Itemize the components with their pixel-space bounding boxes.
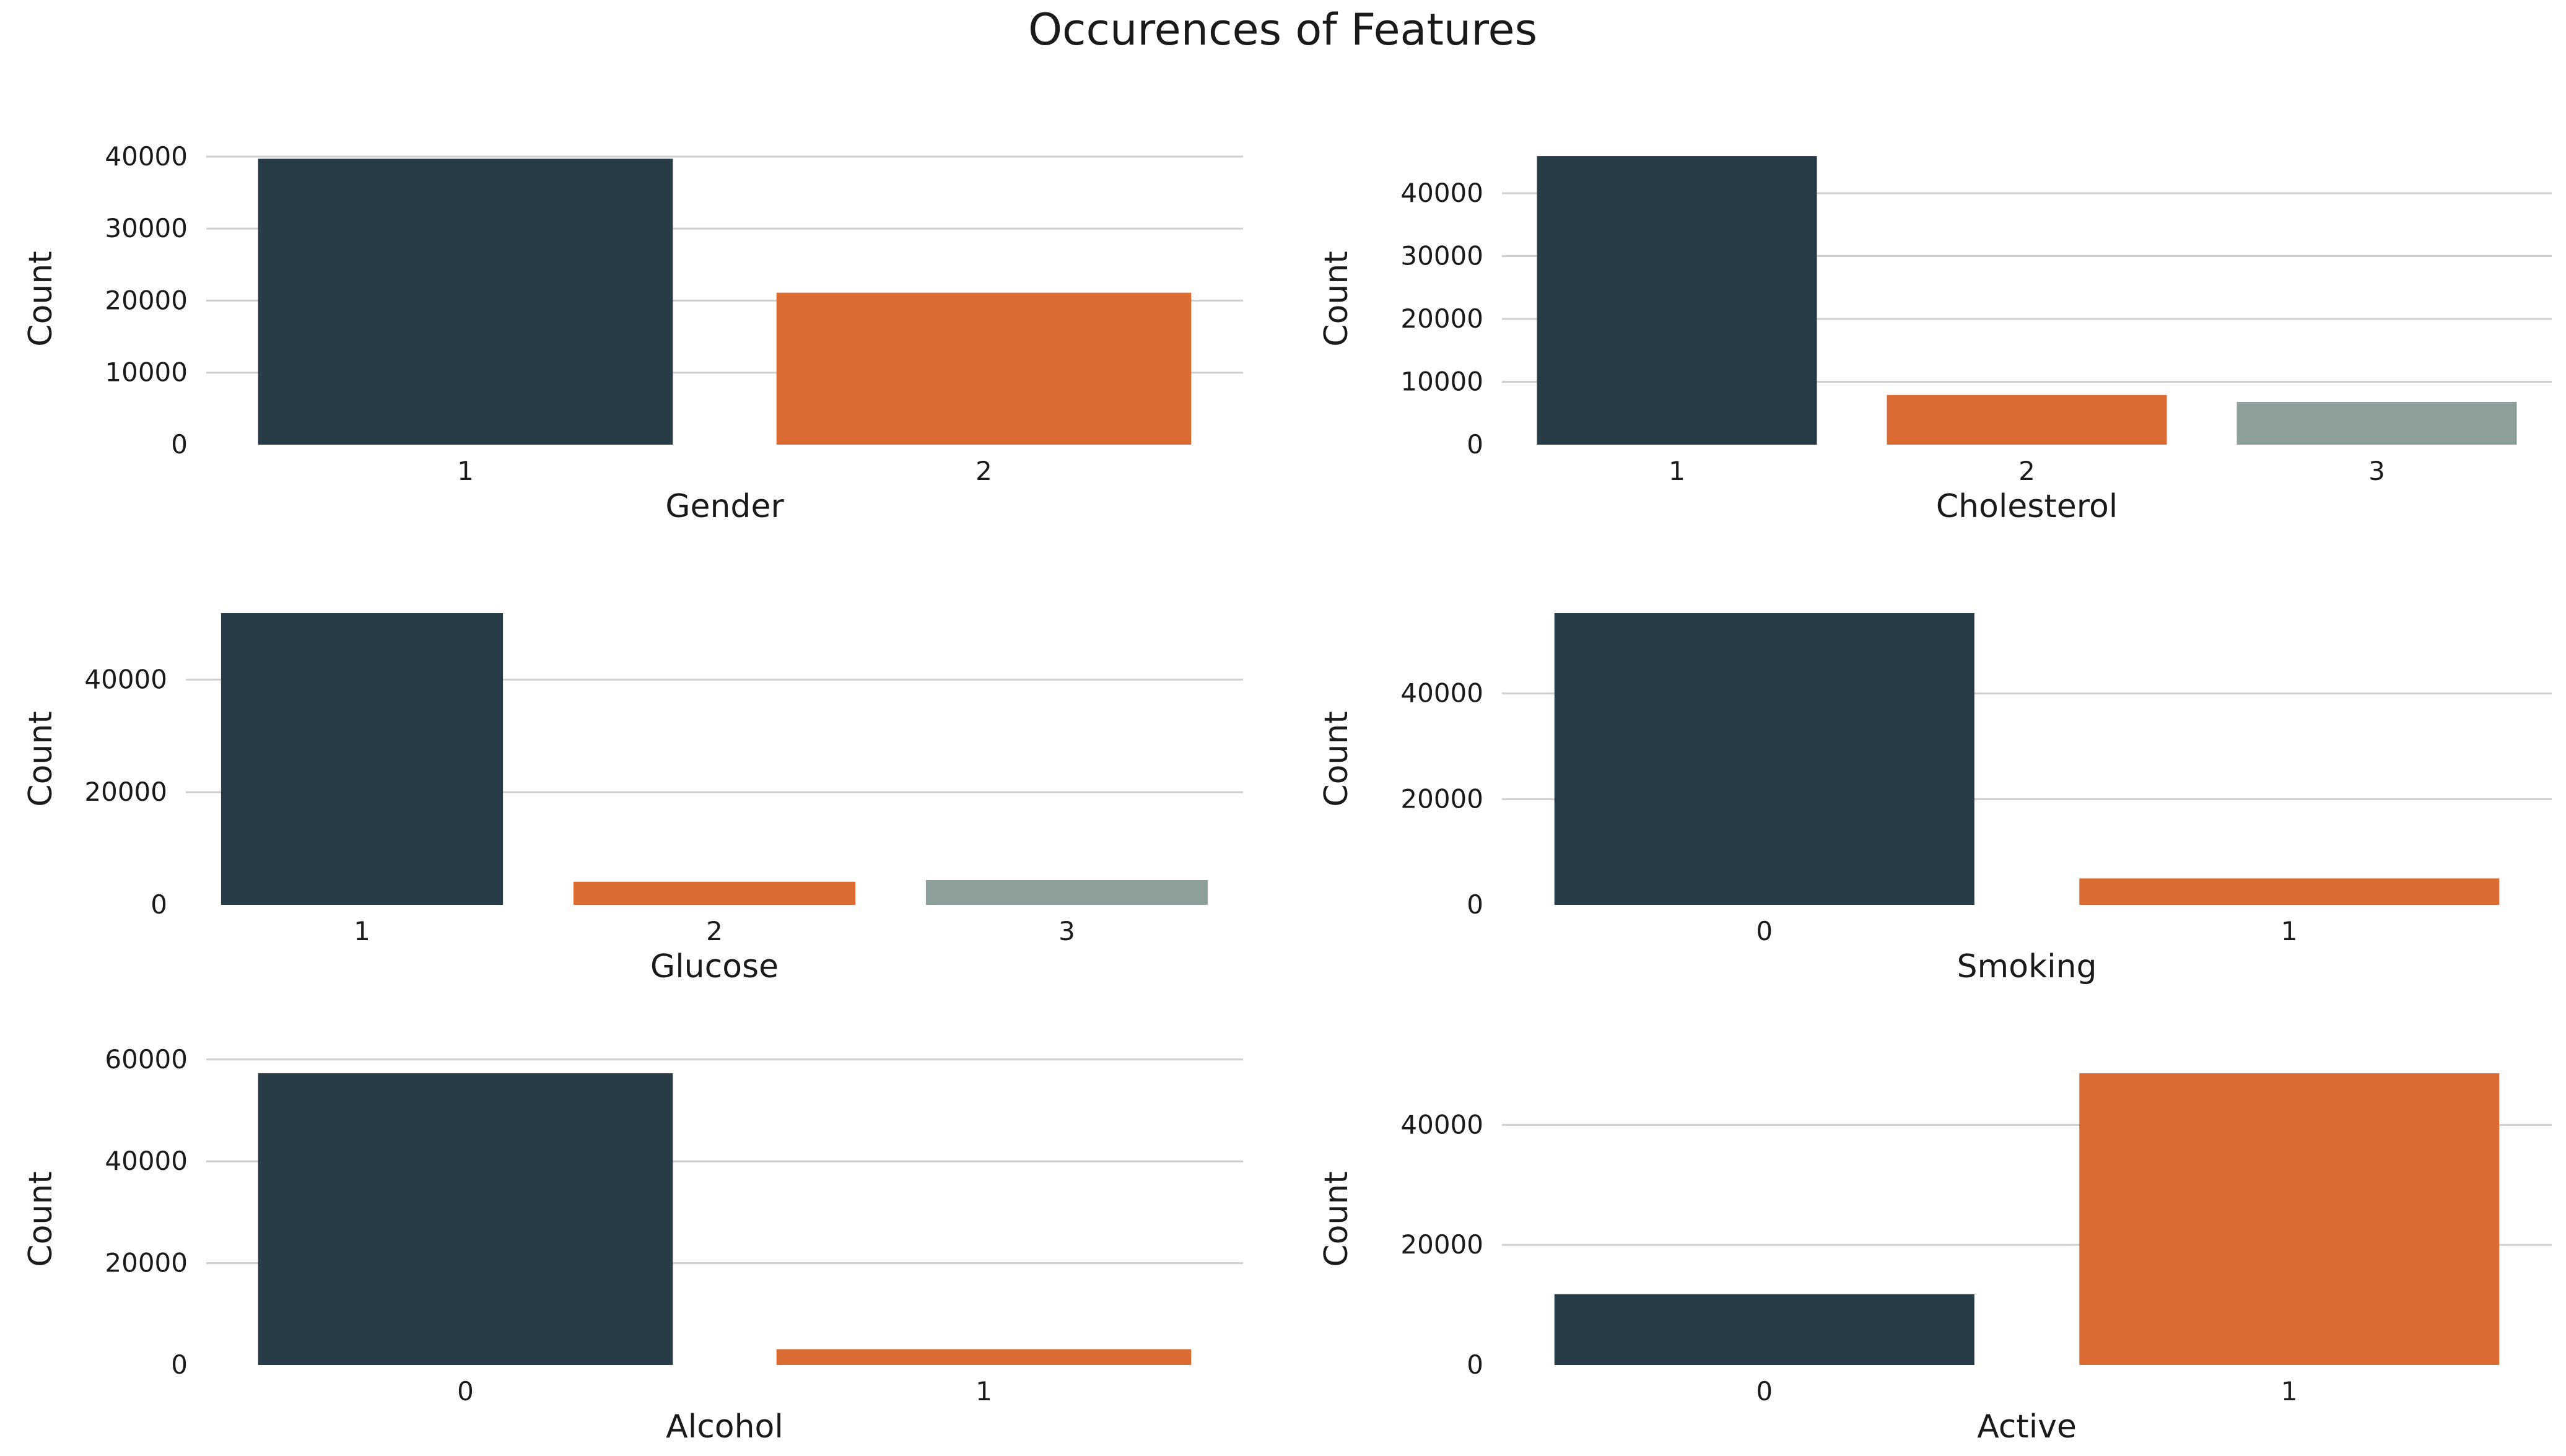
y-tick-label: 40000 [1400,678,1483,708]
x-axis-label: Glucose [650,948,779,985]
y-tick-label: 40000 [105,141,188,172]
subplot-gender: 0 10000 20000 30000 40000 1 2 Gender Count [22,141,1243,525]
x-tick-label: 1 [975,1376,992,1406]
bar-1 [2079,878,2500,905]
x-tick-label: 0 [1756,916,1773,946]
bar-2 [573,881,856,905]
y-tick-label: 30000 [1400,240,1483,271]
bar-1 [258,159,673,445]
subplot-cholesterol: 0 10000 20000 30000 40000 1 2 3 Cholesterol Count [1318,156,2552,525]
x-tick-label: 0 [1756,1376,1773,1406]
y-tick-label: 20000 [84,777,167,807]
subplot-alcohol: 0 20000 40000 60000 0 1 Alcohol Count [22,1044,1243,1445]
bar-1 [2079,1073,2500,1365]
bar-0 [1554,1294,1975,1365]
bar-0 [1554,613,1975,905]
x-tick-label: 2 [975,456,992,486]
y-tick-label: 40000 [1400,178,1483,208]
x-axis-label: Smoking [1957,948,2097,985]
x-tick-label: 1 [2281,1376,2298,1406]
y-tick-label: 0 [1467,1349,1483,1380]
y-tick-label: 20000 [1400,783,1483,814]
x-tick-label: 0 [457,1376,474,1406]
x-tick-label: 1 [2281,916,2298,946]
x-axis-label: Gender [665,488,784,525]
y-axis-label: Count [1318,1171,1355,1266]
subplot-glucose: 0 20000 40000 1 2 3 Glucose Count [22,613,1243,985]
y-axis-label: Count [22,1171,59,1266]
x-axis-label: Alcohol [666,1408,783,1445]
y-tick-label: 60000 [105,1044,188,1075]
y-tick-label: 20000 [105,285,188,315]
x-tick-label: 2 [2018,456,2035,486]
y-tick-label: 40000 [105,1146,188,1176]
y-tick-label: 0 [1467,889,1483,920]
bar-2 [776,292,1192,445]
x-tick-label: 3 [2368,456,2385,486]
bar-1 [1537,156,1817,445]
y-tick-label: 0 [151,889,167,920]
x-tick-label: 1 [1669,456,1685,486]
y-tick-label: 20000 [1400,303,1483,334]
bar-0 [258,1073,673,1365]
y-tick-label: 40000 [84,664,167,694]
bar-2 [1887,395,2167,445]
y-axis-label: Count [22,251,59,346]
x-axis-label: Cholesterol [1936,488,2118,525]
bar-3 [925,879,1208,905]
x-tick-label: 3 [1058,916,1075,946]
y-tick-label: 0 [171,429,188,460]
bar-1 [220,613,504,905]
y-tick-label: 30000 [105,213,188,243]
y-axis-label: Count [22,711,59,806]
y-axis-label: Count [1318,251,1355,346]
x-axis-label: Active [1977,1408,2077,1445]
x-tick-label: 1 [354,916,370,946]
y-axis-label: Count [1318,711,1355,806]
bar-1 [776,1349,1192,1365]
y-tick-label: 10000 [105,357,188,388]
y-tick-label: 0 [171,1349,188,1380]
y-tick-label: 20000 [1400,1229,1483,1260]
subplot-smoking: 0 20000 40000 0 1 Smoking Count [1318,613,2552,985]
y-tick-label: 10000 [1400,366,1483,396]
figure-title: Occurences of Features [1028,4,1537,55]
y-tick-label: 20000 [105,1248,188,1278]
x-tick-label: 1 [457,456,474,486]
x-tick-label: 2 [706,916,723,946]
y-tick-label: 40000 [1400,1109,1483,1140]
bar-3 [2237,401,2517,445]
subplot-active: 0 20000 40000 0 1 Active Count [1318,1073,2552,1445]
y-tick-label: 0 [1467,429,1483,460]
